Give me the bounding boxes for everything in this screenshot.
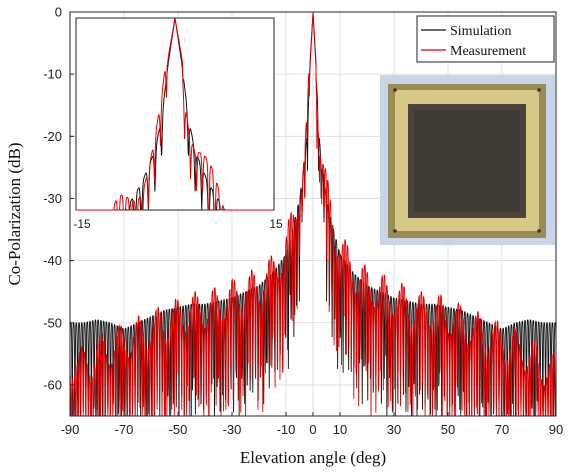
- y-axis-ticks: 0 -10 -20 -30 -40 -50 -60: [43, 5, 74, 392]
- photo-aperture-inner: [414, 110, 520, 212]
- legend-box: [416, 15, 555, 63]
- x-tick-label: -50: [169, 422, 188, 437]
- x-tick-label: 10: [333, 422, 347, 437]
- inset-frame: [75, 17, 275, 211]
- antenna-photo: CTV-144 RFFE: [380, 75, 555, 245]
- x-axis-ticks: -90 -70 -50 -30 -10 0 10 30 50 70 90: [61, 412, 563, 437]
- x-axis-title: Elevation angle (deg): [240, 448, 386, 467]
- x-tick-label: 70: [495, 422, 509, 437]
- x-tick-label: 30: [387, 422, 401, 437]
- y-tick-label: 0: [55, 5, 62, 20]
- legend-label-simulation: Simulation: [450, 24, 511, 39]
- x-tick-label: 50: [441, 422, 455, 437]
- y-axis-title: Co-Polarization (dB): [5, 142, 24, 285]
- legend: Simulation Measurement: [416, 15, 555, 63]
- x-tick-label: -30: [223, 422, 242, 437]
- photo-screw-hole: [393, 88, 397, 92]
- x-tick-label: -90: [61, 422, 80, 437]
- y-tick-label: -30: [43, 191, 62, 206]
- y-tick-label: -60: [43, 377, 62, 392]
- x-tick-label: 90: [549, 422, 563, 437]
- x-tick-label: -70: [115, 422, 134, 437]
- inset-series: [76, 17, 274, 211]
- y-tick-label: -40: [43, 253, 62, 268]
- y-tick-label: -10: [43, 67, 62, 82]
- y-tick-label: -50: [43, 315, 62, 330]
- x-tick-label: -10: [277, 422, 296, 437]
- legend-label-measurement: Measurement: [450, 44, 526, 59]
- photo-screw-hole: [537, 88, 541, 92]
- inset-plot: -15 15: [73, 17, 283, 231]
- photo-screw-hole: [537, 229, 541, 233]
- x-tick-label: 0: [309, 422, 316, 437]
- photo-label-right: RFFE: [510, 94, 521, 99]
- photo-label-left: CTV-144: [410, 94, 427, 99]
- inset-line-measurement: [76, 17, 274, 211]
- inset-tick-label-left: -15: [73, 217, 91, 231]
- inset-tick-label-right: 15: [269, 217, 283, 231]
- y-tick-label: -20: [43, 129, 62, 144]
- photo-screw-hole: [393, 229, 397, 233]
